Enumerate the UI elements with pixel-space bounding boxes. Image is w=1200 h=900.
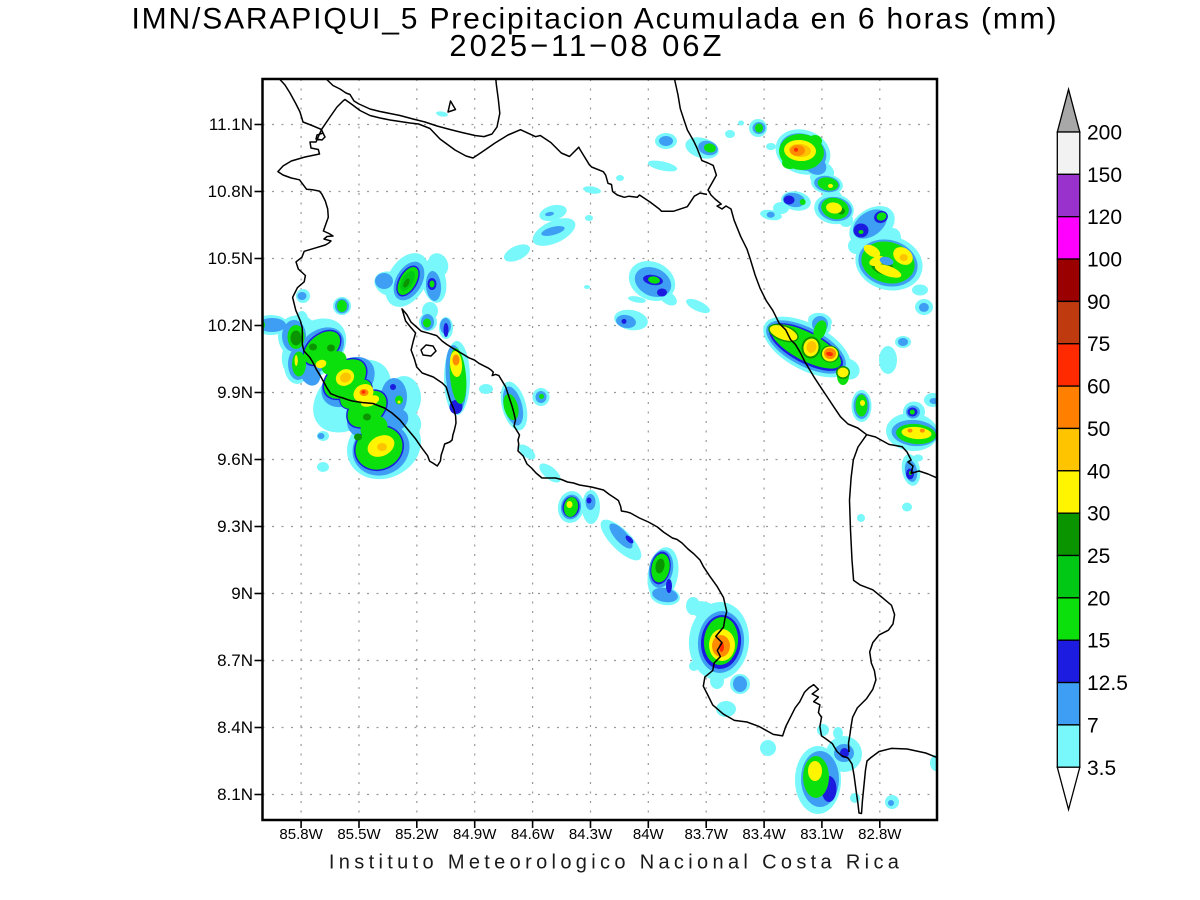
svg-text:83.4W: 83.4W — [742, 826, 786, 843]
svg-text:Instituto Meteorologico Nacion: Instituto Meteorologico Nacional Costa R… — [329, 852, 900, 874]
svg-text:83.7W: 83.7W — [685, 826, 729, 843]
svg-text:60: 60 — [1087, 376, 1110, 399]
svg-text:9N: 9N — [231, 584, 253, 603]
svg-text:120: 120 — [1087, 206, 1122, 229]
svg-text:82.8W: 82.8W — [858, 826, 902, 843]
svg-text:10.2N: 10.2N — [208, 316, 253, 335]
svg-text:20: 20 — [1087, 587, 1110, 610]
svg-text:IMN/SARAPIQUI_5 Precipitacion: IMN/SARAPIQUI_5 Precipitacion Acumulada … — [132, 3, 1057, 36]
svg-text:84.6W: 84.6W — [511, 826, 555, 843]
svg-text:15: 15 — [1087, 630, 1110, 653]
svg-text:30: 30 — [1087, 503, 1110, 526]
svg-text:40: 40 — [1087, 460, 1110, 483]
svg-text:10.5N: 10.5N — [208, 249, 253, 268]
svg-text:10.8N: 10.8N — [208, 182, 253, 201]
svg-text:50: 50 — [1087, 418, 1110, 441]
svg-text:9.9N: 9.9N — [217, 383, 253, 402]
svg-text:8.4N: 8.4N — [217, 718, 253, 737]
svg-text:84.3W: 84.3W — [569, 826, 613, 843]
svg-text:3.5: 3.5 — [1087, 757, 1116, 780]
svg-text:8.7N: 8.7N — [217, 651, 253, 670]
svg-text:8.1N: 8.1N — [217, 785, 253, 804]
svg-text:75: 75 — [1087, 333, 1110, 356]
svg-text:84W: 84W — [633, 826, 665, 843]
svg-text:100: 100 — [1087, 249, 1122, 272]
svg-text:9.6N: 9.6N — [217, 450, 253, 469]
svg-text:2025−11−08 06Z: 2025−11−08 06Z — [449, 28, 721, 63]
svg-text:83.1W: 83.1W — [800, 826, 844, 843]
svg-text:7: 7 — [1087, 714, 1099, 737]
svg-text:150: 150 — [1087, 164, 1122, 187]
svg-text:85.8W: 85.8W — [279, 826, 323, 843]
svg-text:85.5W: 85.5W — [337, 826, 381, 843]
svg-text:12.5: 12.5 — [1087, 672, 1128, 695]
svg-text:85.2W: 85.2W — [395, 826, 439, 843]
svg-text:200: 200 — [1087, 122, 1122, 145]
svg-text:9.3N: 9.3N — [217, 517, 253, 536]
svg-text:90: 90 — [1087, 291, 1110, 314]
svg-text:84.9W: 84.9W — [453, 826, 497, 843]
svg-text:11.1N: 11.1N — [209, 115, 253, 134]
svg-text:25: 25 — [1087, 545, 1110, 568]
